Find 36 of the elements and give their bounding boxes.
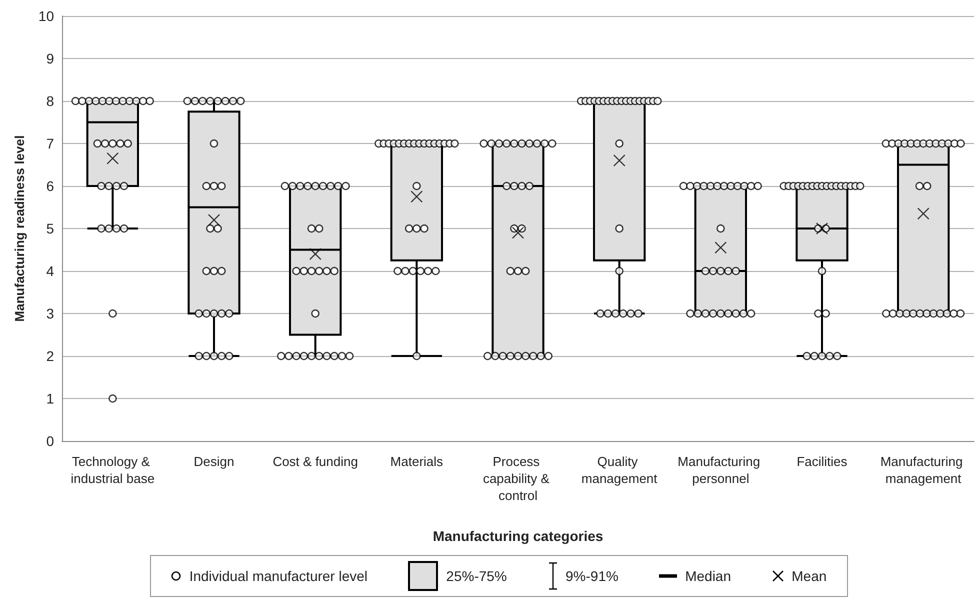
- point: [816, 222, 828, 235]
- y-axis-title: Manufacturing readiness level: [12, 135, 27, 322]
- point: [917, 208, 930, 220]
- x-tick-label: Materials: [390, 454, 444, 469]
- x-axis-title: Manufacturing categories: [432, 528, 604, 544]
- y-tick-label: 6: [46, 178, 54, 194]
- legend-label: 25%-75%: [446, 568, 507, 584]
- point: [714, 242, 727, 254]
- point: [208, 214, 220, 226]
- x-tick-label: Technology & industrial base: [70, 454, 155, 486]
- legend-label: Mean: [792, 568, 827, 584]
- point: [410, 190, 423, 203]
- x-tick-label: Manufacturing management: [880, 454, 966, 486]
- legend-label: Individual manufacturer level: [189, 568, 368, 584]
- x-tick-label: Quality management: [581, 454, 658, 486]
- y-tick-label: 7: [46, 136, 54, 152]
- x-tick-label: Process capability & control: [482, 454, 554, 503]
- point: [613, 154, 626, 167]
- text: Median: [685, 568, 731, 584]
- point: [106, 152, 119, 164]
- x-tick-label: Facilities: [796, 454, 848, 469]
- y-tick-label: 9: [46, 50, 54, 66]
- y-tick-label: 8: [46, 93, 54, 109]
- text: 9%-91%: [566, 568, 618, 584]
- y-tick-label: 2: [46, 348, 54, 364]
- y-tick-label: 0: [46, 433, 54, 449]
- point: [309, 248, 322, 260]
- y-tick-label: 5: [46, 220, 54, 236]
- x-tick-label: Cost & funding: [272, 454, 358, 469]
- y-tick-label: 1: [46, 390, 54, 406]
- point: [512, 226, 524, 239]
- y-tick-label: 3: [46, 306, 54, 322]
- x-tick-label: Manufacturing personnel: [678, 454, 764, 486]
- y-tick-label: 10: [38, 8, 54, 24]
- x-tick-label: Design: [194, 454, 234, 469]
- y-tick-label: 4: [46, 263, 54, 279]
